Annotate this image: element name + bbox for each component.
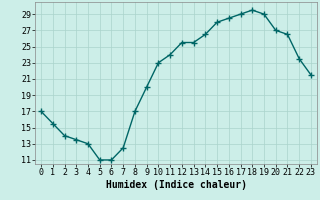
X-axis label: Humidex (Indice chaleur): Humidex (Indice chaleur) bbox=[106, 180, 246, 190]
